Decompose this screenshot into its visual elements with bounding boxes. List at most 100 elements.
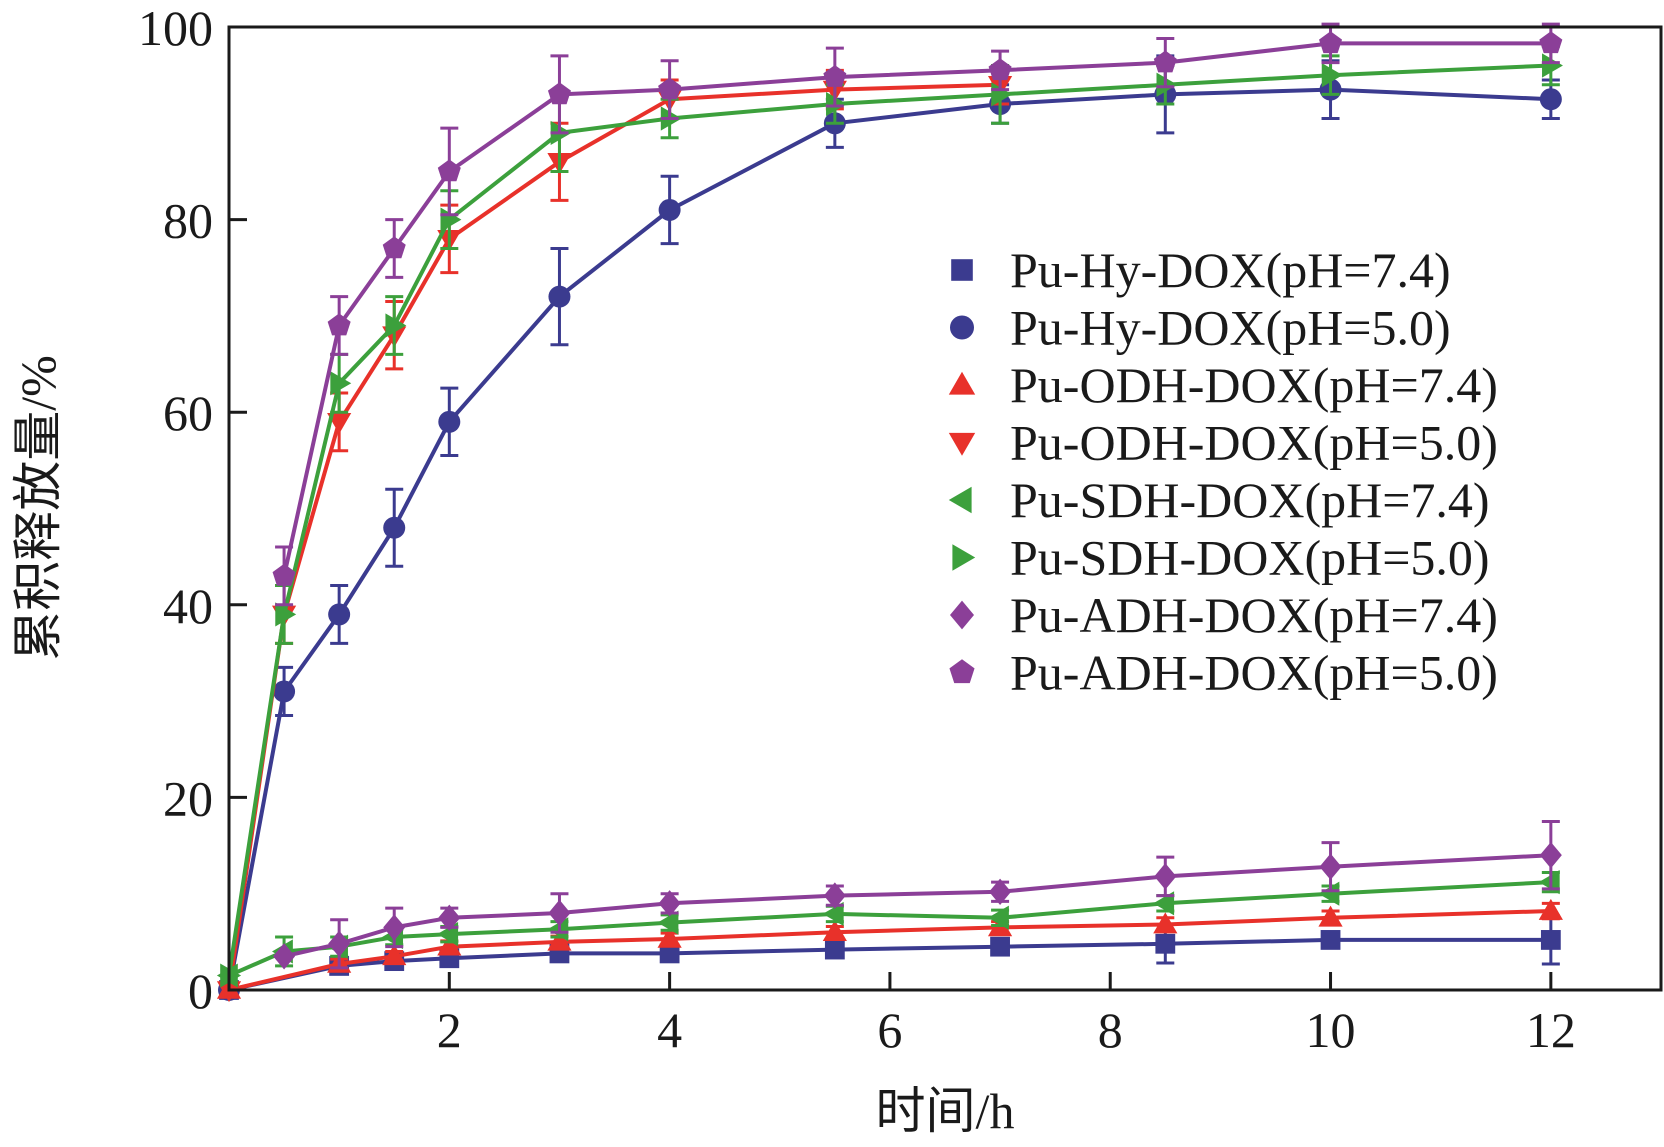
data-point [437, 159, 461, 182]
legend-label: Pu-ODH-DOX(pH=5.0) [1010, 415, 1498, 471]
x-axis-title: 时间/h [876, 1083, 1015, 1139]
data-point [275, 602, 297, 627]
legend-marker [951, 259, 973, 281]
legend-label: Pu-Hy-DOX(pH=7.4) [1010, 242, 1451, 298]
legend-marker [950, 315, 974, 340]
legend-item: Pu-ODH-DOX(pH=7.4) [948, 357, 1498, 413]
y-tick-label: 20 [163, 770, 213, 826]
legend-label: Pu-Hy-DOX(pH=5.0) [1010, 300, 1451, 356]
data-point [438, 904, 461, 931]
y-tick-label: 80 [163, 193, 213, 249]
series-8 [272, 22, 1563, 607]
legend-item: Pu-ADH-DOX(pH=5.0) [949, 645, 1498, 701]
data-point [1153, 891, 1175, 916]
series-1 [219, 914, 1561, 1000]
data-point [1319, 31, 1343, 54]
axes-layer: 2 4 6 8 10 12 0 20 40 60 80 100 [138, 0, 1576, 1058]
data-point [1539, 31, 1563, 54]
series-2 [218, 54, 1562, 1001]
data-point [330, 371, 352, 396]
data-point [1153, 50, 1177, 73]
legend-item: Pu-ADH-DOX(pH=7.4) [950, 587, 1498, 643]
legend-label: Pu-ODH-DOX(pH=7.4) [1010, 357, 1498, 413]
data-point [824, 939, 845, 960]
data-point [1538, 898, 1563, 920]
data-point [657, 926, 682, 948]
data-point [327, 313, 351, 336]
data-point [383, 516, 406, 539]
data-point [438, 410, 461, 433]
data-point [823, 882, 846, 909]
y-axis-title: 累积释放量/% [10, 355, 66, 661]
data-point [990, 936, 1010, 957]
series-line [227, 82, 1001, 991]
data-point [1542, 53, 1563, 78]
data-point [547, 82, 571, 105]
legend-marker [948, 486, 972, 514]
x-tick-label: 2 [437, 1002, 462, 1058]
data-point [1540, 930, 1561, 950]
data-point [382, 944, 407, 966]
data-point [327, 413, 352, 434]
data-point [988, 58, 1012, 81]
data-point [658, 77, 682, 100]
y-tick-label: 60 [163, 385, 213, 441]
data-point [659, 943, 680, 964]
legend-item: Pu-SDH-DOX(pH=7.4) [948, 472, 1490, 528]
x-tick-label: 10 [1306, 1002, 1356, 1058]
legend-label: Pu-SDH-DOX(pH=7.4) [1010, 472, 1490, 528]
data-point [1155, 933, 1176, 954]
data-point [1539, 841, 1562, 869]
legend-item: Pu-Hy-DOX(pH=7.4) [951, 242, 1451, 298]
data-point [987, 905, 1009, 930]
data-point [1321, 63, 1343, 88]
legend-label: Pu-SDH-DOX(pH=5.0) [1010, 530, 1490, 586]
x-tick-label: 6 [877, 1002, 902, 1058]
data-point [658, 198, 681, 221]
data-point [437, 934, 462, 956]
series-layer [216, 22, 1563, 1003]
data-point [1539, 88, 1562, 111]
data-point [548, 285, 571, 308]
data-point [273, 943, 296, 970]
legend-label: Pu-ADH-DOX(pH=5.0) [1010, 645, 1498, 701]
y-tick-label: 0 [188, 963, 213, 1019]
data-point [382, 236, 406, 259]
series-7 [273, 819, 1562, 970]
data-point [1156, 72, 1178, 97]
data-point [328, 603, 351, 626]
legend-item: Pu-SDH-DOX(pH=5.0) [952, 530, 1490, 586]
series-line [227, 63, 1551, 976]
data-point [216, 981, 242, 1003]
series-3 [216, 898, 1563, 999]
data-point [1318, 905, 1343, 927]
data-point [657, 910, 679, 935]
data-point [1320, 930, 1341, 950]
data-point [383, 914, 406, 941]
data-point [220, 963, 242, 988]
data-point [548, 899, 571, 927]
data-point [1319, 853, 1342, 880]
legend-marker [948, 371, 976, 395]
data-point [822, 901, 844, 927]
legend: Pu-Hy-DOX(pH=7.4)Pu-Hy-DOX(pH=5.0)Pu-ODH… [948, 242, 1498, 701]
data-point [822, 920, 847, 942]
data-point [547, 917, 569, 942]
data-point [823, 64, 847, 87]
legend-marker [950, 600, 974, 630]
series-line [227, 87, 1551, 991]
legend-marker [949, 659, 975, 684]
legend-item: Pu-ODH-DOX(pH=5.0) [948, 415, 1498, 471]
legend-marker [948, 432, 976, 456]
data-point [272, 563, 296, 586]
data-point [989, 878, 1012, 905]
data-point [385, 313, 407, 338]
series-4 [216, 64, 1013, 1003]
data-point [273, 680, 296, 703]
x-tick-label: 8 [1098, 1002, 1123, 1058]
legend-label: Pu-ADH-DOX(pH=7.4) [1010, 587, 1498, 643]
y-tick-label: 100 [138, 0, 213, 56]
data-point [547, 929, 572, 951]
x-tick-label: 4 [657, 1002, 682, 1058]
